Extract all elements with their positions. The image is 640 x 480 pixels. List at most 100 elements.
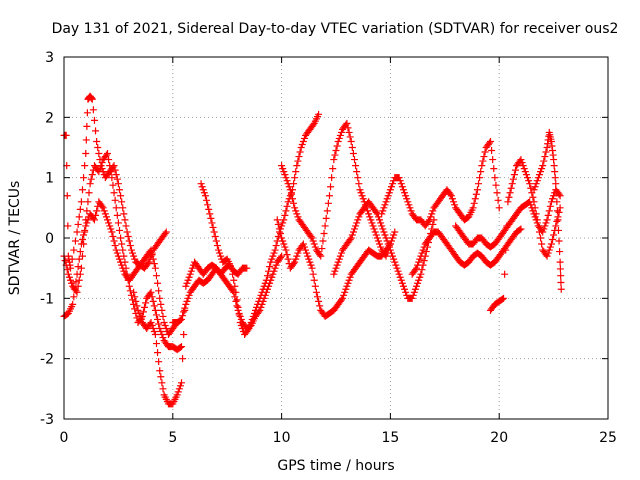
data-point [404, 198, 412, 206]
data-point [230, 276, 238, 284]
data-point [274, 220, 282, 228]
data-point [267, 258, 275, 266]
data-point [292, 168, 300, 176]
data-point [357, 189, 365, 197]
data-point [84, 198, 92, 206]
data-point [203, 196, 211, 204]
data-point [112, 204, 120, 212]
data-point [89, 106, 97, 114]
data-point [498, 295, 506, 303]
data-point [554, 226, 562, 234]
data-point [493, 189, 501, 197]
data-point [185, 291, 193, 299]
data-point [178, 315, 186, 323]
data-point [141, 303, 149, 311]
data-point [359, 195, 367, 203]
data-point [284, 255, 292, 263]
data-point [112, 171, 120, 179]
data-point [118, 261, 126, 269]
data-point [347, 234, 355, 242]
data-point [537, 234, 545, 242]
data-point [261, 279, 269, 287]
data-point [260, 282, 268, 290]
data-point [469, 204, 477, 212]
data-point [305, 255, 313, 263]
data-point [395, 270, 403, 278]
data-point [551, 174, 559, 182]
data-point [386, 186, 394, 194]
data-point [137, 315, 145, 323]
data-point [488, 147, 496, 155]
data-point [300, 134, 308, 142]
data-point [549, 195, 557, 203]
data-point [547, 240, 555, 248]
data-point [381, 201, 389, 209]
data-point [269, 252, 277, 260]
data-point [340, 291, 348, 299]
data-point [304, 252, 312, 260]
data-point [300, 243, 308, 251]
data-point [393, 264, 401, 272]
data-point [384, 192, 392, 200]
data-point [78, 186, 86, 194]
data-point [332, 147, 340, 155]
data-point [184, 294, 192, 302]
data-point [345, 276, 353, 284]
data-point [71, 285, 79, 293]
data-point [321, 222, 329, 230]
data-point [182, 300, 190, 308]
data-point [78, 252, 86, 260]
data-point [376, 240, 384, 248]
data-point [81, 162, 89, 170]
data-point [71, 237, 79, 245]
data-point [410, 288, 418, 296]
data-point [291, 258, 299, 266]
data-point [281, 171, 289, 179]
data-point [475, 180, 483, 188]
data-point [379, 207, 387, 215]
data-point [125, 237, 133, 245]
data-point [451, 201, 459, 209]
data-point [396, 273, 404, 281]
x-tick-label: 20 [490, 430, 508, 446]
data-point [389, 234, 397, 242]
data-point [205, 205, 213, 213]
data-point [429, 220, 437, 228]
data-point [162, 325, 170, 332]
data-point [74, 263, 82, 271]
data-point [546, 202, 554, 210]
data-point [540, 225, 548, 233]
data-point [105, 219, 113, 227]
data-point [156, 367, 164, 375]
data-point [294, 213, 302, 221]
data-point [406, 204, 414, 212]
data-point [122, 222, 130, 230]
grid-lines [64, 57, 608, 419]
data-point [180, 331, 188, 339]
data-point [84, 216, 92, 224]
data-point [531, 183, 539, 191]
data-point [533, 216, 541, 224]
data-point [151, 306, 159, 314]
data-point [522, 171, 530, 179]
data-point [322, 214, 330, 222]
data-point [178, 379, 186, 387]
data-point [279, 219, 287, 227]
data-point [82, 222, 90, 230]
data-point [374, 237, 382, 245]
data-point [77, 264, 85, 272]
data-point [382, 198, 390, 206]
data-point [268, 255, 276, 263]
x-tick-label: 15 [381, 430, 399, 446]
data-point [369, 222, 377, 230]
data-points [60, 92, 565, 408]
data-point [187, 267, 195, 275]
data-point [316, 251, 324, 259]
data-point [147, 288, 155, 296]
data-point [530, 186, 538, 194]
data-point [214, 246, 222, 254]
data-point [346, 273, 354, 281]
data-point [540, 157, 548, 165]
x-tick-label: 10 [273, 430, 291, 446]
data-point [316, 302, 324, 310]
